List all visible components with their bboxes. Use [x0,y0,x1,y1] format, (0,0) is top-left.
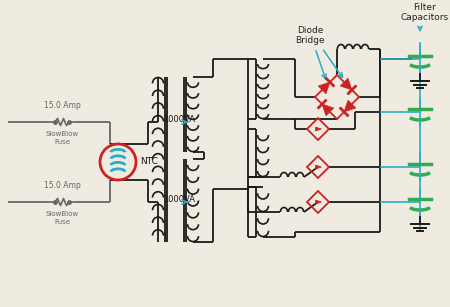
Text: SlowBlow
Fuse: SlowBlow Fuse [45,131,79,145]
Text: NTC: NTC [140,157,158,166]
Polygon shape [315,165,321,169]
Polygon shape [315,127,321,131]
Polygon shape [322,104,334,116]
Text: 1000VA: 1000VA [163,115,195,125]
Circle shape [100,144,136,180]
Polygon shape [344,100,356,112]
Text: SlowBlow
Fuse: SlowBlow Fuse [45,211,79,224]
Text: Diode
Bridge: Diode Bridge [295,25,325,45]
Text: 15.0 Amp: 15.0 Amp [44,181,81,190]
Polygon shape [318,82,330,94]
Polygon shape [315,200,321,204]
Text: 1000VA: 1000VA [163,196,195,204]
Polygon shape [340,78,352,90]
Text: Filter
Capacitors: Filter Capacitors [401,2,449,22]
Text: 15.0 Amp: 15.0 Amp [44,101,81,110]
